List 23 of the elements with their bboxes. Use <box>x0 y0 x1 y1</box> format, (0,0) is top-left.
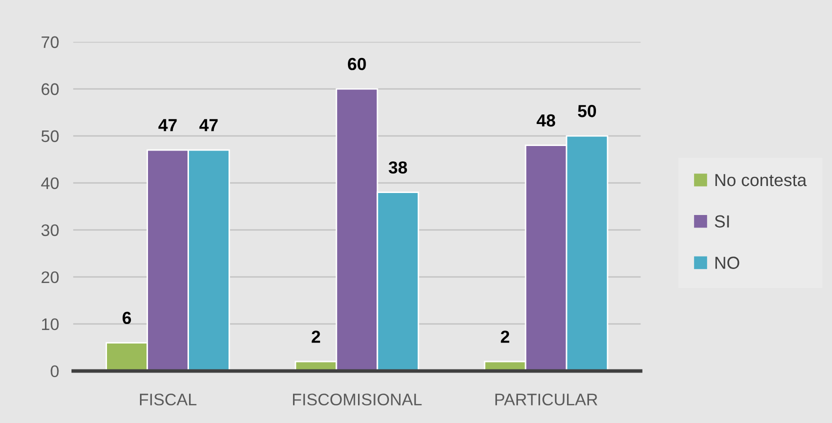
y-tick-label: 20 <box>42 271 59 284</box>
data-label: 47 <box>199 119 218 132</box>
legend-label: No contesta <box>715 174 807 186</box>
y-tick-label: 50 <box>41 130 59 142</box>
y-tick-label: 30 <box>41 224 59 236</box>
legend-label: NO <box>715 256 740 269</box>
data-label: 6 <box>122 312 132 324</box>
y-tick-label: 10 <box>42 318 59 330</box>
data-label: 60 <box>348 58 366 70</box>
y-tick-label: 40 <box>41 177 59 190</box>
data-label: 47 <box>158 119 177 132</box>
y-tick-label: 70 <box>42 36 59 48</box>
x-tick-label: PARTICULAR <box>495 394 598 406</box>
x-tick-label: FISCAL <box>140 394 196 406</box>
legend-label: SI <box>714 215 729 228</box>
data-label: 48 <box>536 114 556 127</box>
data-label: 50 <box>578 104 596 118</box>
data-label: 2 <box>500 330 510 343</box>
data-label: 2 <box>312 330 320 343</box>
x-tick-label: FISCOMISIONAL <box>293 394 422 406</box>
y-tick-label: 0 <box>50 365 59 378</box>
data-label: 38 <box>388 161 408 174</box>
y-tick-label: 60 <box>42 83 59 96</box>
